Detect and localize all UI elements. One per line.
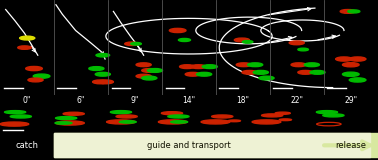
Circle shape — [191, 65, 206, 68]
Circle shape — [298, 70, 313, 74]
Circle shape — [253, 70, 268, 74]
Circle shape — [26, 66, 42, 71]
Text: guide and transport: guide and transport — [147, 141, 231, 150]
Circle shape — [56, 121, 84, 125]
Circle shape — [336, 57, 352, 61]
Circle shape — [107, 120, 135, 124]
Circle shape — [212, 115, 233, 118]
Text: 22": 22" — [291, 96, 304, 105]
Circle shape — [125, 42, 138, 45]
Circle shape — [342, 63, 359, 67]
Text: 0": 0" — [23, 96, 31, 105]
Circle shape — [161, 112, 183, 115]
Circle shape — [289, 41, 304, 45]
Circle shape — [93, 80, 108, 84]
Circle shape — [202, 65, 217, 68]
Circle shape — [98, 80, 113, 84]
Text: catch: catch — [15, 141, 39, 150]
Circle shape — [10, 115, 31, 118]
Circle shape — [28, 78, 43, 82]
Circle shape — [201, 120, 230, 124]
Circle shape — [168, 115, 189, 118]
Circle shape — [349, 78, 366, 82]
Bar — [54, 133, 370, 157]
Circle shape — [242, 70, 257, 74]
Circle shape — [96, 53, 110, 57]
Circle shape — [55, 122, 72, 124]
Text: 18": 18" — [237, 96, 249, 105]
Circle shape — [119, 121, 136, 123]
Circle shape — [147, 68, 163, 72]
Circle shape — [18, 46, 31, 49]
Circle shape — [136, 74, 151, 78]
Circle shape — [234, 38, 249, 42]
Circle shape — [169, 28, 186, 32]
Circle shape — [142, 76, 157, 80]
Circle shape — [116, 115, 137, 118]
Circle shape — [110, 111, 132, 114]
Circle shape — [275, 112, 290, 114]
Circle shape — [89, 67, 104, 70]
Circle shape — [178, 38, 191, 41]
Circle shape — [131, 42, 141, 45]
Text: 9": 9" — [131, 96, 139, 105]
Bar — [54, 133, 378, 157]
Circle shape — [348, 10, 360, 13]
Circle shape — [142, 68, 157, 72]
Circle shape — [236, 63, 251, 67]
Circle shape — [279, 119, 291, 121]
Circle shape — [349, 57, 366, 61]
Circle shape — [259, 76, 274, 80]
Circle shape — [180, 65, 195, 68]
Circle shape — [158, 120, 187, 124]
Circle shape — [242, 40, 253, 43]
Text: release: release — [336, 141, 367, 150]
Circle shape — [310, 70, 325, 74]
Circle shape — [342, 72, 359, 76]
Text: 6": 6" — [77, 96, 85, 105]
Circle shape — [262, 114, 283, 117]
Circle shape — [63, 112, 84, 115]
Text: 14": 14" — [183, 96, 195, 105]
Circle shape — [340, 9, 355, 13]
Circle shape — [291, 63, 306, 67]
Circle shape — [95, 72, 110, 76]
Circle shape — [56, 117, 77, 120]
Circle shape — [0, 122, 29, 126]
Circle shape — [171, 121, 187, 123]
Circle shape — [298, 48, 308, 51]
Text: 29": 29" — [344, 96, 358, 105]
Circle shape — [316, 111, 338, 114]
Circle shape — [252, 120, 281, 124]
Circle shape — [136, 63, 151, 67]
Circle shape — [185, 72, 200, 76]
Circle shape — [33, 74, 50, 78]
Circle shape — [248, 63, 263, 67]
Circle shape — [20, 36, 35, 40]
Circle shape — [228, 120, 240, 122]
Circle shape — [197, 72, 212, 76]
Circle shape — [5, 111, 26, 114]
Circle shape — [323, 114, 344, 117]
Circle shape — [304, 63, 319, 67]
